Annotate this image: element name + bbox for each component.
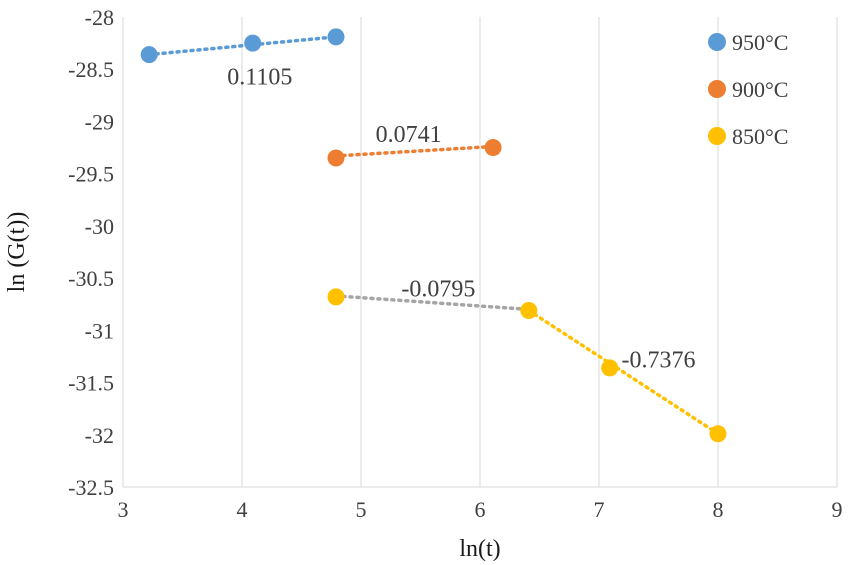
data-point xyxy=(484,139,502,157)
y-tick-label: -32 xyxy=(85,423,114,448)
y-tick-label: -31 xyxy=(85,318,114,343)
x-tick-labels: 3 4 5 6 7 8 9 xyxy=(118,497,843,522)
data-points xyxy=(140,28,727,443)
trendline xyxy=(334,294,531,312)
data-point xyxy=(327,288,345,306)
data-point xyxy=(140,46,158,64)
y-tick-label: -29.5 xyxy=(68,162,114,187)
x-tick-label: 8 xyxy=(713,497,724,522)
x-axis-title: ln(t) xyxy=(459,536,500,562)
x-tick-label: 4 xyxy=(237,497,248,522)
y-tick-label: -30.5 xyxy=(68,266,114,291)
slope-labels: 0.1105 0.0741 -0.0795 -0.7376 xyxy=(227,65,695,374)
slope-label: 0.1105 xyxy=(227,65,292,91)
y-tick-label: -29 xyxy=(85,109,114,134)
legend-label: 900°C xyxy=(732,77,788,102)
x-tick-label: 6 xyxy=(475,497,486,522)
y-tick-label: -31.5 xyxy=(68,371,114,396)
legend-label: 950°C xyxy=(732,30,788,55)
x-tick-label: 3 xyxy=(118,497,129,522)
y-tick-label: -32.5 xyxy=(68,475,114,500)
slope-label: -0.7376 xyxy=(622,348,696,374)
x-tick-label: 9 xyxy=(832,497,843,522)
x-tick-label: 7 xyxy=(594,497,605,522)
slope-label: 0.0741 xyxy=(376,122,442,148)
y-tick-label: -28 xyxy=(85,5,114,30)
y-axis-title: ln (G(t)) xyxy=(4,212,30,293)
data-point xyxy=(520,301,538,319)
data-point xyxy=(327,28,345,46)
slope-label: -0.0795 xyxy=(401,277,475,303)
y-tick-labels: -28 -28.5 -29 -29.5 -30 -30.5 -31 -31.5 -32 -32.5 xyxy=(68,5,114,500)
legend: 950°C 900°C 850°C xyxy=(708,30,788,149)
y-tick-label: -30 xyxy=(85,214,114,239)
legend-marker xyxy=(708,80,726,98)
trendline xyxy=(334,144,495,158)
trendline xyxy=(147,35,338,57)
trendline xyxy=(527,308,720,436)
legend-marker xyxy=(708,33,726,51)
legend-label: 850°C xyxy=(732,124,788,149)
legend-marker xyxy=(708,127,726,145)
data-point xyxy=(601,359,619,377)
x-tick-label: 5 xyxy=(356,497,367,522)
y-tick-label: -28.5 xyxy=(68,57,114,82)
data-point xyxy=(244,34,262,52)
data-point xyxy=(709,425,727,443)
trendlines xyxy=(147,35,720,436)
data-point xyxy=(327,149,345,167)
